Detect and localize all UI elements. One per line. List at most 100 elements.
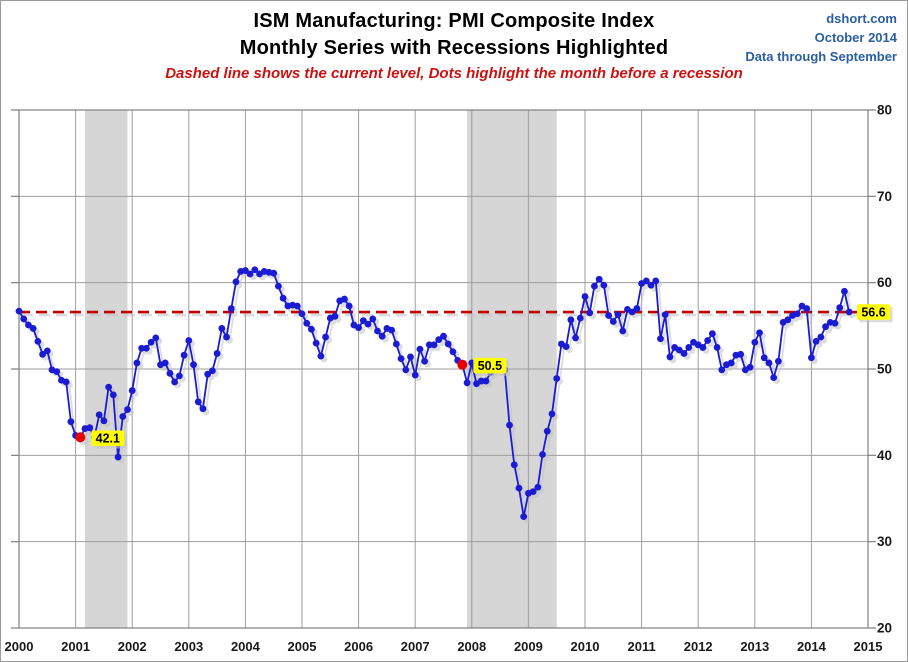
pmi-month-marker (29, 325, 37, 332)
pmi-month-marker (449, 348, 457, 356)
pmi-month-marker (642, 277, 650, 285)
annotation-highlight (91, 430, 125, 446)
y-axis-label: 30 (877, 534, 892, 549)
pmi-month-marker (652, 277, 660, 285)
pmi-month-marker (685, 344, 693, 351)
pmi-month-marker (770, 374, 778, 382)
pmi-month-marker (708, 330, 716, 338)
pmi-series-line (18, 268, 850, 518)
pmi-month-marker (435, 336, 443, 344)
pmi-month-marker (600, 281, 608, 289)
pmi-month-marker (374, 327, 381, 335)
gridlines (19, 110, 868, 628)
x-axis-label: 2009 (514, 639, 543, 654)
pmi-month-marker (308, 325, 315, 333)
y-axis-label: 60 (877, 275, 892, 290)
pmi-month-marker (242, 267, 249, 274)
x-axis-label: 2000 (5, 639, 34, 654)
pmi-month-marker (619, 327, 627, 335)
pmi-month-marker (425, 341, 433, 349)
annotation-value: 42.1 (96, 432, 120, 446)
pmi-month-marker (430, 341, 438, 349)
pmi-month-marker (657, 335, 664, 343)
pmi-month-marker (699, 344, 707, 351)
pmi-month-marker (543, 427, 551, 435)
pmi-month-marker (774, 357, 782, 365)
pmi-month-marker (369, 315, 377, 323)
pmi-month-marker (20, 315, 28, 323)
pmi-month-marker (204, 370, 212, 378)
pmi-month-marker (572, 334, 579, 342)
pmi-month-marker (529, 488, 537, 495)
x-axis-label: 2005 (288, 639, 317, 654)
pmi-month-marker (270, 269, 278, 277)
x-axis-label: 2013 (740, 639, 769, 654)
pmi-month-marker (841, 287, 848, 295)
pmi-month-marker (803, 305, 811, 312)
pmi-month-marker (293, 302, 301, 310)
pmi-month-marker (175, 372, 183, 380)
pmi-month-marker (303, 319, 311, 327)
pmi-month-marker (25, 321, 32, 329)
pmi-month-marker (586, 309, 594, 317)
pmi-month-marker (124, 406, 131, 413)
pmi-month-marker (138, 344, 146, 352)
pmi-line-path (18, 268, 850, 518)
pmi-month-marker (609, 318, 617, 325)
pmi-month-marker (751, 338, 759, 346)
shadow-layer (18, 269, 871, 524)
pmi-month-marker (185, 337, 193, 344)
pmi-month-marker (510, 461, 518, 469)
pmi-month-marker (378, 332, 386, 340)
pmi-month-marker (515, 484, 523, 492)
pmi-month-marker (100, 417, 108, 425)
pmi-month-marker (666, 353, 674, 361)
pmi-month-marker (345, 302, 353, 310)
pmi-month-marker (317, 352, 325, 360)
pmi-month-marker (119, 413, 127, 420)
pmi-month-marker (534, 483, 542, 491)
y-axis-labels: 80 70 60 50 40 30 20 (877, 103, 892, 636)
pmi-month-marker (364, 320, 372, 328)
pmi-month-marker (133, 359, 141, 367)
pmi-month-marker (213, 350, 221, 357)
pmi-month-marker (39, 350, 46, 358)
pmi-month-marker (402, 366, 410, 374)
pmi-month-marker (227, 305, 235, 312)
pmi-month-marker (152, 334, 160, 342)
pmi-month-marker (355, 324, 362, 331)
pmi-month-marker (341, 295, 348, 303)
axis-ticks (11, 109, 876, 629)
pmi-month-marker (147, 338, 155, 346)
annotations: 42.1 50.5 56.6 (91, 304, 893, 449)
pmi-month-marker (62, 378, 70, 386)
pmi-month-marker (746, 363, 754, 371)
pmi-month-marker (477, 377, 485, 385)
chart-header: ISM Manufacturing: PMI Composite Index M… (1, 8, 907, 82)
pmi-month-marker (614, 311, 622, 319)
x-axis-label: 2008 (457, 639, 486, 654)
pmi-month-marker (576, 314, 584, 322)
pmi-month-marker (718, 366, 726, 374)
source-site: dshort.com (826, 11, 897, 26)
pmi-month-marker (171, 378, 179, 386)
pmi-month-marker (562, 343, 570, 350)
pmi-month-marker (595, 275, 603, 283)
x-axis-label: 2014 (797, 639, 827, 654)
pmi-month-marker (421, 357, 429, 365)
pmi-month-marker (548, 410, 556, 418)
pmi-month-marker (298, 310, 306, 318)
pmi-month-marker (359, 317, 367, 325)
pmi-month-marker (704, 337, 712, 344)
pmi-month-marker (331, 312, 339, 320)
pmi-month-marker (661, 311, 669, 319)
pmi-month-marker (737, 350, 745, 358)
pre-recession-dots (75, 359, 468, 443)
pmi-month-marker (765, 359, 773, 367)
pmi-month-marker (756, 329, 763, 337)
x-axis-label: 2011 (627, 639, 655, 654)
pmi-month-marker (312, 339, 320, 347)
pmi-month-marker (279, 294, 287, 302)
x-axis-label: 2010 (571, 639, 600, 654)
pmi-month-marker (591, 282, 598, 290)
